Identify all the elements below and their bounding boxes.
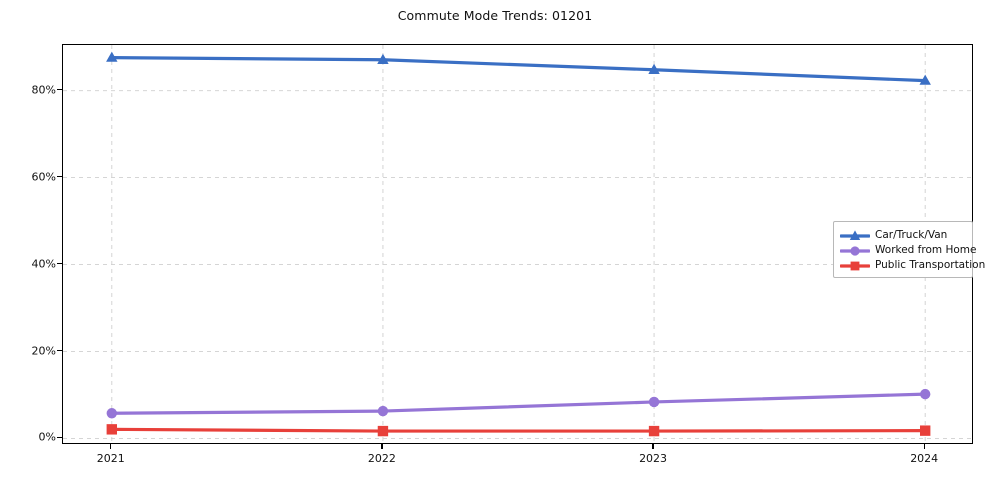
y-tick-label: 40%	[31, 257, 56, 271]
legend-label: Car/Truck/Van	[875, 228, 948, 241]
marker-square	[648, 425, 660, 437]
legend-marker-triangle-icon	[839, 228, 871, 242]
legend-item[interactable]: Worked from Home	[839, 242, 976, 257]
y-tick-mark	[57, 89, 62, 91]
x-tick-mark	[381, 444, 383, 449]
plot-area	[62, 44, 974, 445]
marker-triangle	[106, 51, 118, 62]
y-tick-label: 80%	[31, 83, 56, 97]
legend-label: Public Transportation	[875, 258, 986, 271]
legend-marker-square	[850, 261, 860, 270]
y-tick-mark	[57, 176, 62, 178]
series-line-worked-from-home	[110, 392, 927, 415]
legend-marker-triangle	[849, 229, 861, 240]
marker-circle	[648, 396, 660, 408]
x-tick-label: 2024	[910, 452, 939, 465]
marker-circle	[377, 405, 389, 417]
plot-svg	[63, 45, 974, 445]
y-tick-mark	[57, 262, 62, 265]
x-tick-label: 2022	[367, 452, 396, 465]
marker-triangle	[919, 74, 931, 85]
x-tick-mark	[110, 444, 112, 449]
series-line-car-truck-van	[110, 56, 927, 83]
x-tick-mark	[652, 444, 654, 449]
marker-square	[919, 425, 931, 436]
legend-label: Worked from Home	[875, 243, 977, 256]
legend-item[interactable]: Public Transportation	[839, 257, 985, 272]
x-tick-mark	[923, 444, 925, 449]
marker-triangle	[648, 63, 660, 74]
x-tick-label: 2023	[639, 452, 668, 465]
y-tick-mark	[57, 436, 62, 439]
chart-legend[interactable]: Car/Truck/Van Worked from Home Public Tran…	[833, 221, 985, 278]
x-tick-label: 2021	[96, 452, 125, 465]
legend-marker-square-icon	[839, 258, 871, 272]
marker-square	[377, 425, 389, 437]
y-tick-mark	[57, 349, 62, 352]
marker-circle	[106, 408, 118, 419]
series-line-public-transportation	[110, 427, 927, 433]
chart-title: Commute Mode Trends: 01201	[397, 8, 593, 23]
marker-square	[106, 424, 118, 435]
y-tick-label: 20%	[31, 344, 56, 358]
legend-marker-circle	[850, 245, 860, 256]
y-tick-label: 0%	[38, 430, 56, 444]
marker-circle	[919, 388, 931, 400]
y-tick-label: 60%	[31, 170, 56, 184]
legend-item[interactable]: Car/Truck/Van	[839, 227, 966, 242]
marker-triangle	[377, 53, 389, 64]
legend-marker-circle-icon	[839, 243, 871, 257]
